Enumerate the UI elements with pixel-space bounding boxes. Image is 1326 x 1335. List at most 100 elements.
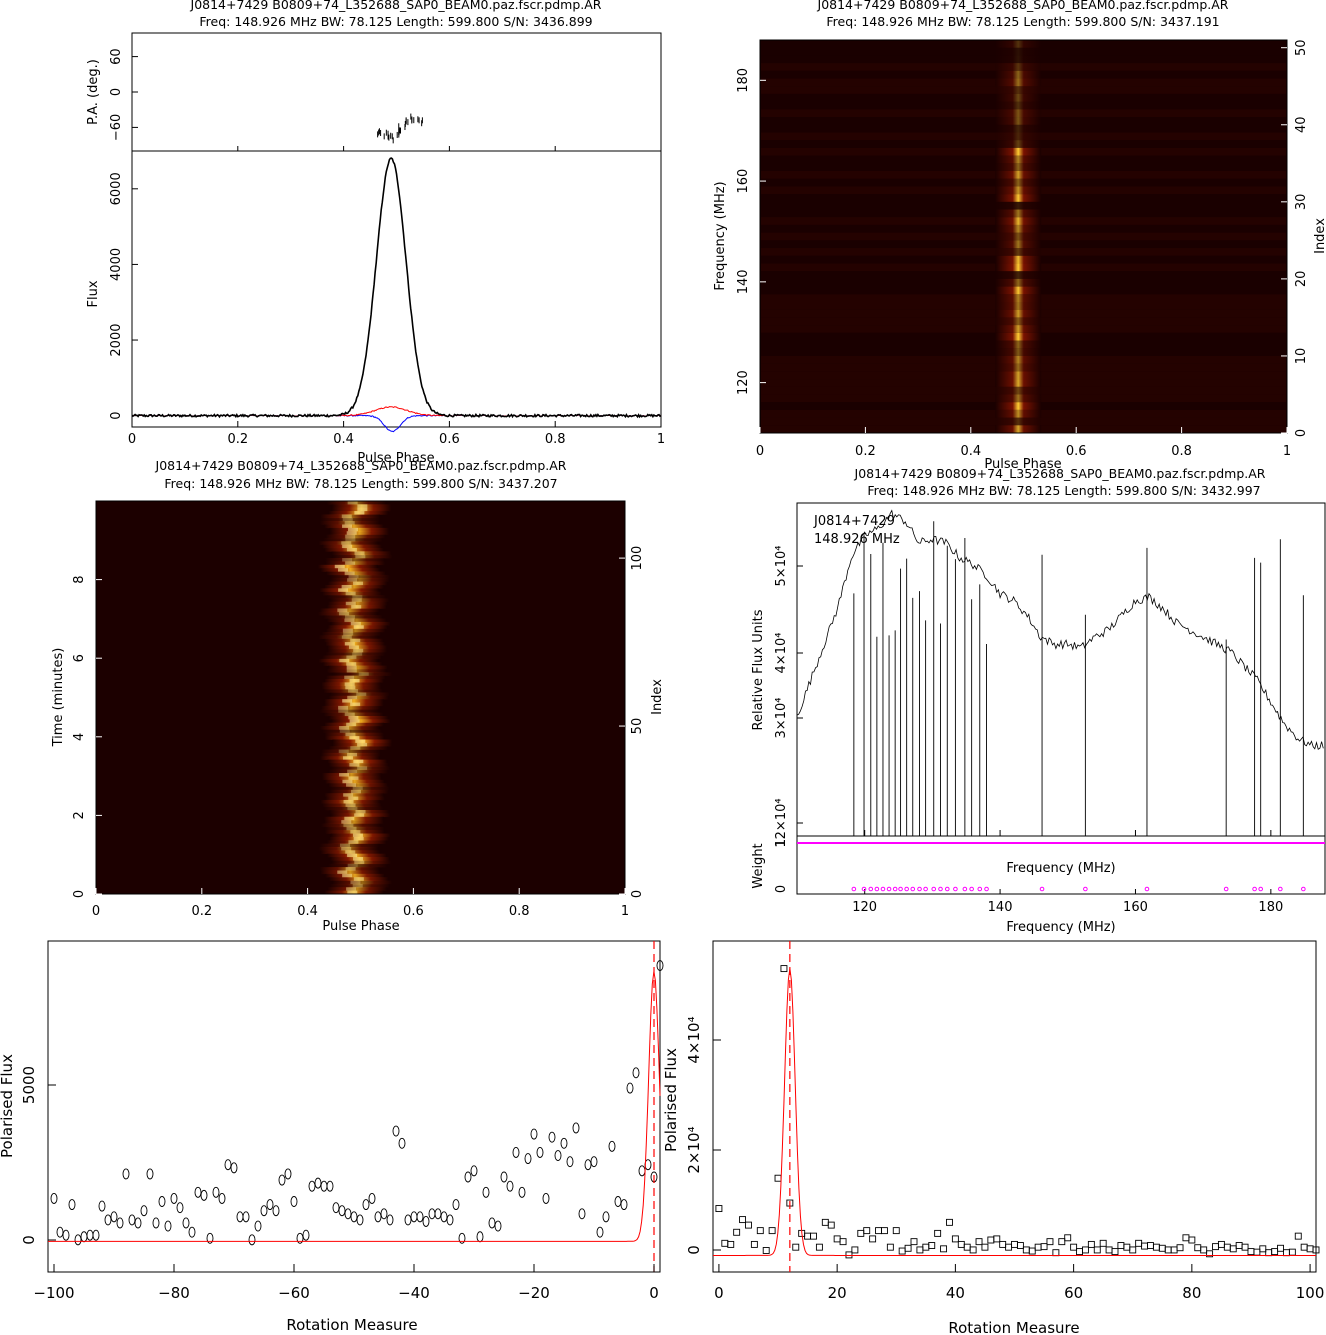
bandpass-line	[796, 509, 1324, 750]
bandpass-legend-freq: 148.926 MHz	[814, 532, 900, 547]
rm-point	[434, 1208, 442, 1220]
rm-point	[572, 1122, 580, 1134]
time-phase-y-tick-label: 6	[72, 654, 87, 662]
subpulse	[347, 890, 358, 895]
subpulse	[353, 759, 364, 764]
rm-point	[80, 1231, 88, 1243]
subpulse	[348, 689, 359, 693]
rm-point	[290, 1196, 298, 1207]
rm-point	[957, 1240, 965, 1248]
rm-point	[530, 1128, 538, 1140]
rm-point	[1046, 1238, 1054, 1246]
subintegration-row	[323, 712, 384, 717]
subintegration-row	[320, 850, 381, 854]
subpulse	[352, 595, 363, 599]
subintegration-row	[328, 715, 389, 720]
zero-weight-point	[880, 886, 886, 892]
subpulse	[354, 551, 365, 556]
subintegration-row	[322, 615, 383, 619]
time-phase-subtitle: Freq: 148.926 MHz BW: 78.125 Length: 599…	[164, 476, 557, 491]
rm-point	[1206, 1250, 1214, 1258]
subpulse	[353, 625, 364, 629]
subintegration-row	[331, 860, 392, 865]
subintegration-row	[319, 867, 380, 871]
subpulse	[349, 763, 360, 767]
freq-phase-index-tick-label: 10	[1294, 348, 1309, 365]
rm-point	[892, 1227, 900, 1235]
subpulse	[346, 548, 357, 552]
subpulse	[341, 820, 352, 824]
subintegration-row	[327, 601, 388, 606]
rm-point	[272, 1205, 280, 1217]
rm-point	[922, 1243, 930, 1251]
rm-point	[916, 1246, 924, 1254]
zero-weight-point	[868, 886, 874, 892]
subintegration-row	[332, 672, 393, 676]
subpulse	[343, 823, 354, 828]
subpulse	[347, 863, 358, 868]
rm-y-tick-label: 0	[20, 1235, 38, 1245]
rm-x-tick-label: 40	[946, 1284, 965, 1302]
rm-point	[969, 1246, 977, 1254]
total-intensity-line	[131, 157, 662, 419]
rm-point	[1306, 1245, 1314, 1253]
time-phase-x-tick-label: 0.6	[403, 904, 424, 919]
subpulse	[349, 679, 360, 683]
rm-point	[584, 1159, 592, 1171]
pa-y-tick-label: −60	[109, 114, 124, 141]
subpulse	[352, 883, 363, 888]
rm-point	[152, 1217, 160, 1229]
zero-weight-point	[1223, 886, 1229, 892]
subintegration-row	[320, 870, 381, 875]
subpulse	[346, 655, 357, 660]
rm-point	[122, 1168, 130, 1180]
rm-left-panel: −100 −80 −60 −40 −20 0 0 5000 Polarised Flux Ro…	[0, 940, 664, 1334]
rm-point	[254, 1220, 262, 1232]
pulse-row	[995, 286, 1042, 295]
rm-point	[1034, 1243, 1042, 1251]
rm-point	[780, 965, 788, 973]
rm-point	[344, 1208, 352, 1220]
rm-point	[362, 1199, 370, 1211]
subpulse	[339, 729, 350, 734]
pa-frame	[131, 32, 662, 152]
rm-point	[756, 1227, 764, 1235]
subintegration-row	[319, 588, 380, 592]
rm-point	[458, 1232, 466, 1244]
subintegration-row	[324, 558, 385, 562]
rm-point	[1022, 1246, 1030, 1254]
rm-left-frame	[47, 940, 661, 1273]
rm-point	[762, 1247, 770, 1254]
rm-point	[898, 1247, 906, 1255]
time-phase-index-tick-label: 50	[630, 718, 645, 735]
weight-inner-xlabel: Frequency (MHz)	[1006, 861, 1115, 876]
rm-point	[218, 1192, 226, 1204]
rm-point	[875, 1227, 882, 1235]
zero-weight-point	[886, 886, 892, 892]
zero-weight-point	[1252, 886, 1257, 892]
rm-point	[428, 1208, 436, 1220]
subpulse	[352, 786, 363, 791]
circular-polarisation-line	[131, 414, 662, 433]
subintegration-row	[326, 501, 387, 505]
subintegration-row	[321, 685, 382, 690]
subintegration-row	[332, 880, 393, 885]
freq-phase-x-tick-label: 0.2	[855, 444, 876, 459]
subintegration-row	[327, 863, 388, 868]
bandpass-x-tick-label: 160	[1123, 900, 1148, 915]
rm-point	[368, 1192, 376, 1204]
rm-point	[1176, 1244, 1184, 1252]
pulse-row	[995, 47, 1042, 56]
subpulse	[339, 726, 350, 730]
pulse-row	[995, 340, 1042, 349]
profile-frame	[131, 150, 662, 428]
subpulse	[345, 537, 356, 542]
rm-point	[1058, 1238, 1066, 1246]
rm-point	[999, 1240, 1007, 1248]
subpulse	[345, 685, 356, 690]
subintegration-row	[332, 554, 393, 559]
time-phase-index-tick-label: 100	[630, 546, 645, 571]
rm-point	[314, 1177, 322, 1189]
